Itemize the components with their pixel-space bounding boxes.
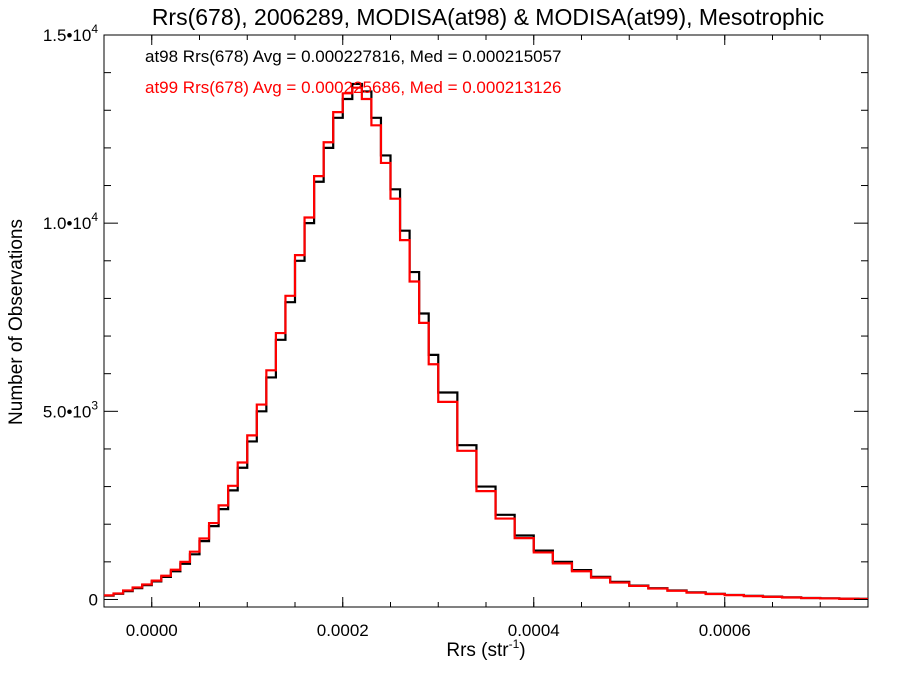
- chart-title: Rrs(678), 2006289, MODISA(at98) & MODISA…: [152, 4, 824, 30]
- legend-at98: at98 Rrs(678) Avg = 0.000227816, Med = 0…: [145, 47, 562, 66]
- x-tick-label: 0.0004: [508, 621, 560, 640]
- y-tick-label: 5.0•103: [43, 398, 99, 421]
- x-axis-label: Rrs (str-1): [446, 637, 525, 661]
- x-tick-label: 0.0000: [126, 621, 178, 640]
- x-ticks: 0.0000 0.0002 0.0004 0.0006: [103, 35, 869, 640]
- y-ticks: 0 5.0•103 1.0•104 1.5•104: [43, 22, 868, 609]
- x-tick-label: 0.0002: [317, 621, 369, 640]
- x-tick-label: 0.0006: [699, 621, 751, 640]
- y-tick-label: 0: [89, 590, 98, 609]
- legend-at99: at99 Rrs(678) Avg = 0.000225686, Med = 0…: [145, 78, 562, 97]
- x-axis-label-sup: -1: [509, 637, 520, 651]
- series-line-1: [104, 86, 868, 601]
- y-axis-label: Number of Observations: [6, 219, 27, 425]
- plot-series: [104, 82, 868, 601]
- y-tick-label: 1.0•104: [43, 210, 99, 233]
- y-tick-label: 1.5•104: [43, 22, 99, 45]
